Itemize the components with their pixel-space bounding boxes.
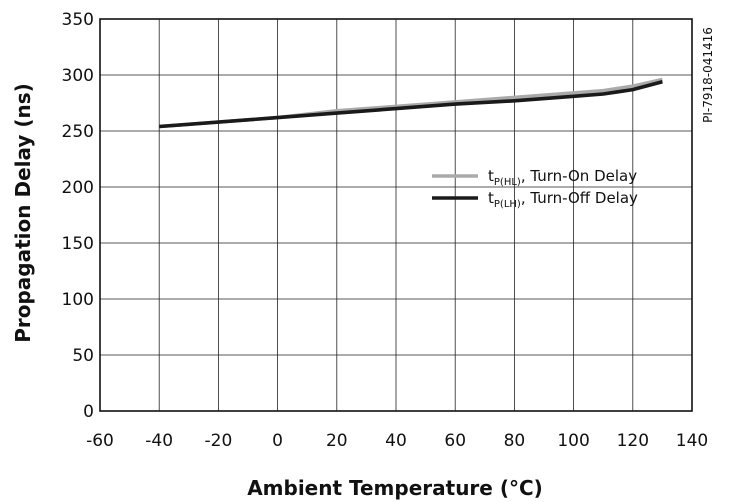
y-tick-label: 50 bbox=[72, 346, 94, 366]
x-tick-label: 100 bbox=[557, 431, 589, 451]
y-tick-label: 300 bbox=[62, 66, 94, 86]
legend-label-1: tP(HL), Turn-On Delay bbox=[488, 167, 637, 188]
x-tick-label: -20 bbox=[205, 431, 233, 451]
y-tick-label: 150 bbox=[62, 234, 94, 254]
x-tick-label: 20 bbox=[326, 431, 348, 451]
x-tick-label: 120 bbox=[617, 431, 649, 451]
y-tick-label: 350 bbox=[62, 10, 94, 30]
y-tick-label: 200 bbox=[62, 178, 94, 198]
x-tick-label: 0 bbox=[272, 431, 283, 451]
x-tick-label: -60 bbox=[86, 431, 114, 451]
y-tick-label: 100 bbox=[62, 290, 94, 310]
series-layer bbox=[159, 77, 663, 129]
x-tick-label: 40 bbox=[385, 431, 407, 451]
series-line-2 bbox=[159, 79, 663, 129]
y-tick-label: 250 bbox=[62, 122, 94, 142]
plot-frame bbox=[99, 18, 693, 412]
x-tick-label: 80 bbox=[504, 431, 526, 451]
figure-id-label: PI-7918-041416 bbox=[701, 27, 715, 123]
x-tick-label: 60 bbox=[444, 431, 466, 451]
legend-label-2: tP(LH), Turn-Off Delay bbox=[488, 189, 638, 210]
y-axis-title: Propagation Delay (ns) bbox=[11, 83, 35, 343]
y-axis-ticks: 0 50 100 150 200 250 300 350 bbox=[62, 10, 94, 422]
y-tick-label: 0 bbox=[83, 402, 94, 422]
x-axis-title: Ambient Temperature (°C) bbox=[247, 476, 543, 500]
x-tick-label: 140 bbox=[676, 431, 708, 451]
x-axis-ticks: -60 -40 -20 0 20 40 60 80 100 120 140 bbox=[86, 431, 708, 451]
x-tick-label: -40 bbox=[145, 431, 173, 451]
grid bbox=[99, 18, 693, 412]
